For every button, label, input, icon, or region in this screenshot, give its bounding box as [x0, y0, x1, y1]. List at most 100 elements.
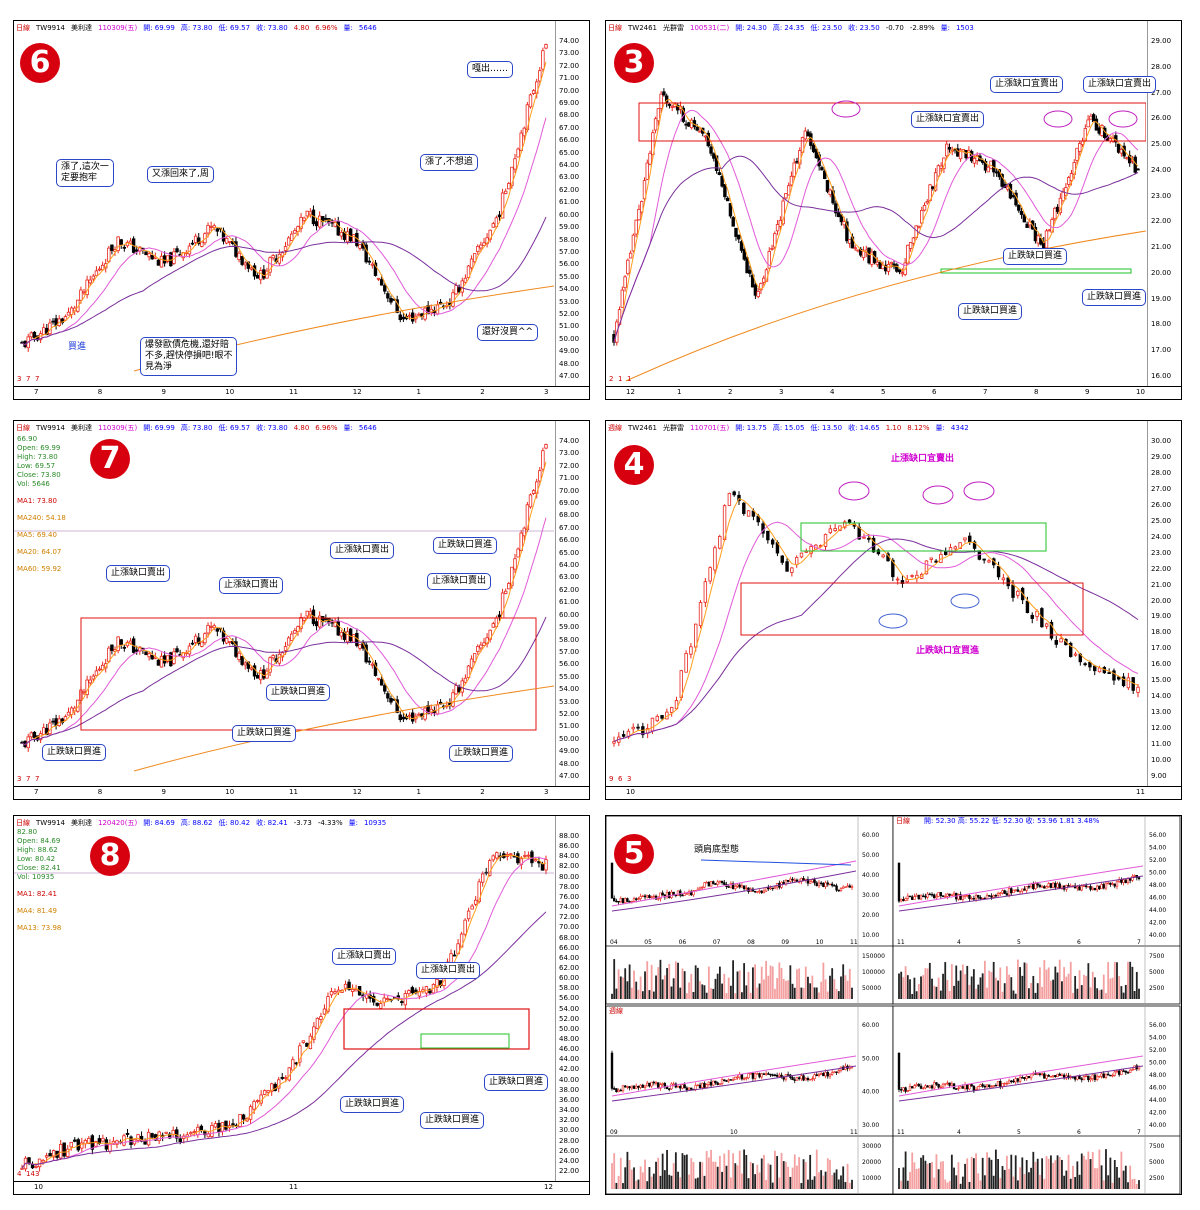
volume-bar [983, 960, 986, 999]
volume-bar [701, 1162, 704, 1189]
candle-body [861, 250, 866, 258]
volume-bar [950, 964, 953, 999]
volume-bar [745, 1154, 748, 1189]
volume-bar [829, 975, 831, 999]
candle-body [615, 1088, 618, 1092]
candle-body [1017, 204, 1021, 211]
chart-number-badge: 3 [614, 43, 654, 83]
candle-body [1014, 1078, 1017, 1083]
y-tick-label: 49.00 [559, 347, 580, 356]
volume-bar [723, 1153, 726, 1189]
y-tick-label: 82.00 [559, 862, 580, 871]
candle-body [156, 659, 161, 666]
volume-bar [981, 973, 984, 999]
volume-bar [752, 1163, 754, 1189]
candle-body [626, 730, 631, 738]
candle-body [668, 892, 671, 898]
volume-bar [939, 990, 942, 999]
candle-body [746, 510, 751, 517]
volume-bar [714, 1161, 717, 1189]
candle-body [632, 1085, 636, 1089]
candle-body [1115, 881, 1119, 887]
candle-body [373, 262, 378, 276]
candle-body [383, 285, 387, 292]
candle-body [926, 893, 929, 898]
y-tick-label: 55.00 [559, 272, 580, 281]
y-tick-label: 70.00 [559, 86, 580, 95]
volume-bar [694, 965, 697, 999]
candle-body [400, 1001, 404, 1003]
candle-body [780, 555, 784, 563]
volume-bar [1124, 984, 1127, 999]
volume-bar [721, 983, 723, 999]
volume-bar [1028, 1172, 1030, 1189]
candle-body [683, 893, 686, 896]
volume-bar [707, 1157, 710, 1189]
volume-bar [1076, 1161, 1079, 1189]
candle-body [617, 1089, 620, 1092]
candle-body [197, 237, 201, 245]
candle-body [1104, 882, 1108, 889]
candle-body [538, 470, 542, 482]
volume-bar [1008, 974, 1010, 999]
candle-body [1098, 885, 1101, 890]
volume-bar [639, 976, 642, 999]
indicator-line: Open: 84.69 [17, 837, 61, 845]
volume-bar [694, 1178, 697, 1189]
volume-bar [1052, 1162, 1055, 1189]
y-tick-label: 48.00 [559, 1035, 580, 1044]
volume-bar [968, 984, 971, 999]
volume-bar [670, 986, 673, 999]
candle-body [979, 896, 982, 900]
x-tick-label: 2 [480, 788, 485, 796]
candle-body [990, 895, 993, 898]
volume-bar [1036, 1158, 1039, 1189]
candle-body [1038, 884, 1042, 887]
volume-bar [961, 1176, 964, 1189]
y-tick-label: 46.00 [1149, 1085, 1166, 1092]
candle-body [705, 881, 708, 884]
candle-body [924, 895, 927, 898]
volume-bar [1016, 959, 1019, 999]
candle-body [166, 655, 170, 662]
candle-body [1036, 1073, 1039, 1075]
candle-body [62, 1142, 66, 1157]
volume-bar [926, 968, 929, 999]
volume-bar [815, 1149, 818, 1189]
y-tick-label: 26.00 [1151, 114, 1172, 123]
candle-body [116, 636, 120, 652]
volume-bar [1005, 1155, 1008, 1189]
volume-bar [909, 979, 911, 999]
volume-bar [1010, 1154, 1013, 1189]
y-axis: 30.00 29.00 28.00 27.00 26.00 25.00 24.00 23.00… [1147, 421, 1180, 786]
x-tick-label: 10 [225, 388, 235, 396]
candle-body [657, 898, 660, 900]
candle-body [228, 241, 232, 243]
volume-bar [679, 987, 682, 999]
panel-header: 日線 TW9914 美利達 110309(五) 開: 69.99 高: 73.80 低: 6… [16, 24, 377, 32]
candle-body [731, 883, 735, 889]
x-tick-label: 9 [161, 788, 166, 796]
candle-body [836, 212, 841, 218]
volume-bar [696, 1177, 699, 1189]
volume-bar [824, 979, 827, 999]
candle-body [615, 900, 618, 903]
candle-body [101, 1137, 105, 1142]
volume-bar [696, 967, 699, 999]
x-tick-label: 11 [289, 1183, 298, 1191]
candle-body [1054, 882, 1057, 888]
annotation-callout: 嘎出…… [467, 61, 514, 78]
candle-body [290, 233, 294, 241]
y-tick-label: 88.00 [559, 832, 580, 840]
candle-body [367, 260, 371, 263]
footer-label: 3 [35, 1170, 40, 1178]
volume-bar [842, 1166, 845, 1189]
y-tick-label: 50.00 [862, 1055, 879, 1062]
volume-bar [617, 1175, 620, 1189]
candle-body [948, 1082, 951, 1086]
volume-bar [760, 966, 763, 999]
candle-body [268, 257, 272, 273]
volume-bar [972, 1158, 975, 1189]
candle-body [958, 149, 963, 160]
